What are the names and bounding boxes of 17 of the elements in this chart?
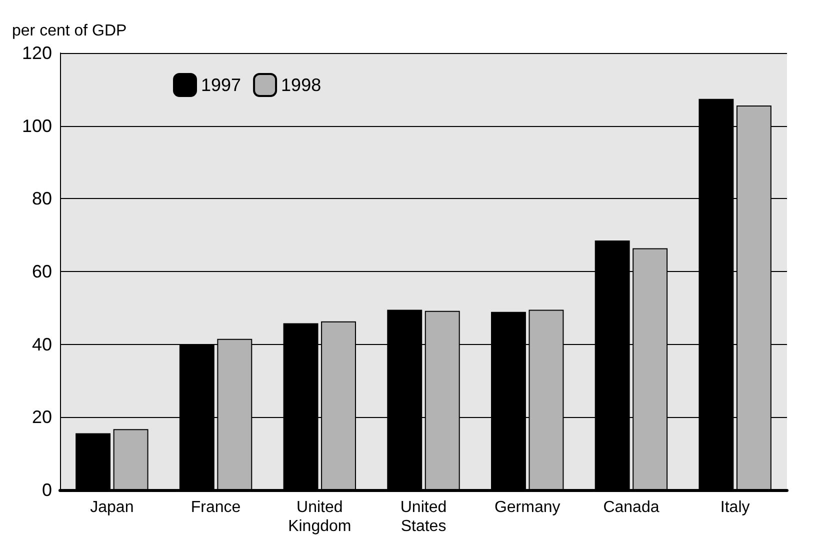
y-axis-title: per cent of GDP [12, 22, 127, 40]
y-tick-label: 40 [32, 334, 52, 354]
x-tick-label: Germany [494, 499, 560, 516]
y-tick-label: 100 [22, 116, 52, 136]
y-tick-label: 20 [32, 407, 52, 428]
y-tick-label: 0 [42, 480, 52, 500]
y-tick-label: 60 [32, 262, 52, 282]
y-tick-label: 80 [32, 188, 52, 209]
x-tick-label: United States [400, 499, 447, 535]
x-tick-label: Japan [90, 499, 134, 516]
x-tick-label: Italy [720, 499, 750, 516]
x-tick-label: France [190, 499, 241, 516]
legend-label: 1998 [281, 75, 322, 95]
y-tick-label: 120 [22, 43, 52, 63]
legend-label: 1997 [201, 75, 242, 95]
x-tick-label: United Kingdom [288, 499, 352, 535]
x-tick-label: Canada [603, 499, 660, 516]
